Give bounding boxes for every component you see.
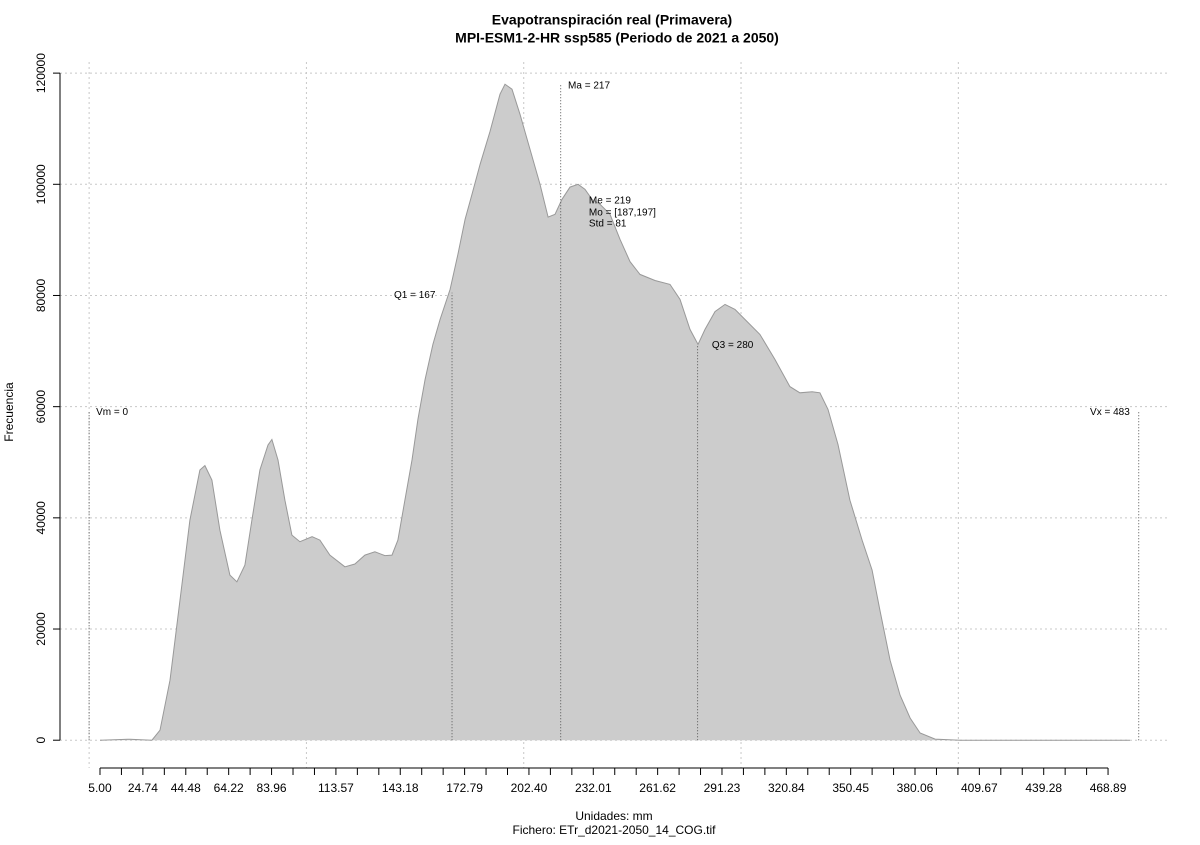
y-tick-label: 60000 [34,390,48,424]
y-axis-label: Frecuencia [2,382,16,442]
annotation: Mo = [187,197] [589,207,656,218]
x-tick-label: 83.96 [257,781,287,795]
y-tick-label: 120000 [34,53,48,93]
x-tick-label: 202.40 [511,781,548,795]
x-tick-label: 5.00 [88,781,112,795]
x-tick-label: 64.22 [214,781,244,795]
x-tick-label: 143.18 [382,781,419,795]
chart-title: Evapotranspiración real (Primavera) [492,12,732,28]
x-tick-label: 350.45 [832,781,869,795]
x-tick-label: 320.84 [768,781,805,795]
density-area [100,84,1130,741]
annotation: Me = 219 [589,196,631,207]
y-tick-label: 40000 [34,501,48,535]
x-tick-label: 261.62 [639,781,676,795]
annotation: Vx = 483 [1090,407,1130,418]
x-tick-label: 44.48 [171,781,201,795]
chart-subtitle: MPI-ESM1-2-HR ssp585 (Periodo de 2021 a … [455,30,779,46]
annotation: Q3 = 280 [712,340,754,351]
x-axis-label: Unidades: mm [575,809,652,823]
annotation: Vm = 0 [96,407,128,418]
x-tick-label: 172.79 [446,781,483,795]
x-tick-label: 232.01 [575,781,612,795]
y-tick-label: 0 [34,737,48,744]
annotation: Q1 = 167 [394,290,436,301]
x-tick-label: 380.06 [897,781,934,795]
annotation: Ma = 217 [568,81,610,92]
y-tick-label: 100000 [34,164,48,204]
x-tick-label: 113.57 [318,781,354,795]
y-tick-label: 80000 [34,278,48,312]
x-tick-label: 468.89 [1090,781,1127,795]
annotation: Std = 81 [589,218,627,229]
density-line [99,83,1130,741]
caption: Fichero: ETr_d2021-2050_14_COG.tif [513,823,717,837]
x-tick-label: 291.23 [704,781,741,795]
x-tick-label: 24.74 [128,781,158,795]
x-tick-label: 439.28 [1025,781,1062,795]
y-tick-label: 20000 [34,612,48,646]
x-tick-label: 409.67 [961,781,998,795]
